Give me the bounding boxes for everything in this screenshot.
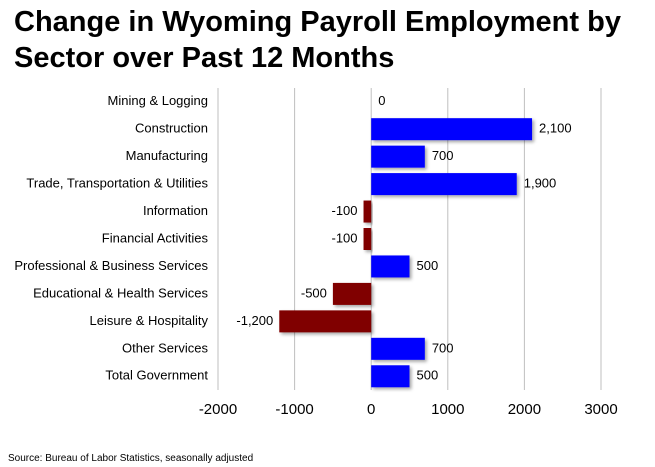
y-tick-label: Manufacturing [126,148,208,163]
chart-title: Change in Wyoming Payroll Employment by … [14,6,621,74]
data-label: -100 [332,203,358,218]
x-tick-label: 0 [367,401,375,418]
data-label: 500 [417,368,439,383]
data-label: 700 [432,340,454,355]
data-label: -1,200 [236,313,273,328]
source-note: Source: Bureau of Labor Statistics, seas… [8,453,254,464]
chart: -2000 -1000 0 1000 2000 3000 Mining & Logging 0… [14,88,618,418]
y-tick-label: Total Government [105,368,208,383]
y-tick-label: Financial Activities [102,230,209,245]
y-tick-label: Leisure & Hospitality [90,313,209,328]
data-label: 1,900 [524,176,557,191]
y-tick-label: Trade, Transportation & Utilities [26,176,208,191]
bar [371,255,410,278]
x-tick-label: 1000 [431,401,464,418]
bar [371,118,533,141]
data-label: -500 [301,285,327,300]
x-tick-label: 3000 [584,401,617,418]
bar [363,228,372,250]
bar [363,200,372,223]
y-tick-label: Information [143,203,208,218]
bar [371,337,425,360]
data-label: 500 [417,258,439,273]
y-tick-label: Professional & Business Services [14,258,208,273]
x-tick-label: -2000 [199,401,237,418]
data-label: 2,100 [539,121,572,136]
bar [371,173,517,196]
y-tick-label: Mining & Logging [108,93,208,108]
y-tick-label: Other Services [122,340,208,355]
x-tick-label: 2000 [508,401,541,418]
y-tick-label: Educational & Health Services [33,285,208,300]
bar [371,145,425,168]
data-label: -100 [332,230,358,245]
bar [371,365,410,388]
bar [332,282,372,305]
data-label: 700 [432,148,454,163]
bar [279,310,372,333]
data-label: 0 [378,93,385,108]
x-tick-label: -1000 [275,401,313,418]
y-tick-label: Construction [135,121,208,136]
